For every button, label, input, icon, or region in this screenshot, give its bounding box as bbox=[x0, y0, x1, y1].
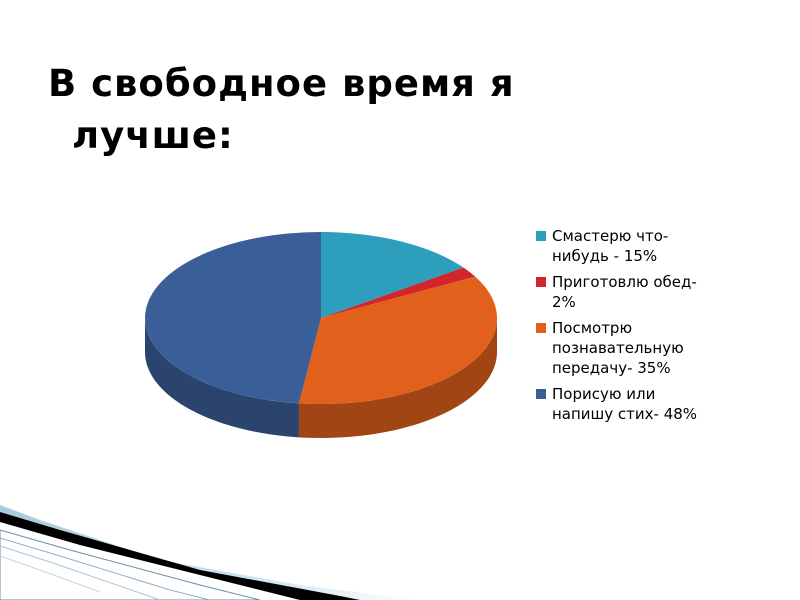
legend-label-craft-line1: Смастерю что- bbox=[552, 227, 669, 245]
legend-label-draw-line1: Порисую или bbox=[552, 385, 656, 403]
legend-label-cook-line1: Приготовлю обед- bbox=[552, 273, 697, 291]
legend-label-watch-line2: познавательную bbox=[552, 339, 684, 357]
legend-label-watch-line3: передачу- 35% bbox=[552, 359, 671, 377]
chart-legend: Смастерю что- нибудь - 15% Приготовлю об… bbox=[536, 226, 756, 430]
pie-slice-draw bbox=[145, 232, 321, 404]
pie-tops bbox=[145, 232, 497, 404]
legend-swatch-draw bbox=[536, 389, 546, 399]
legend-item-cook: Приготовлю обед- 2% bbox=[536, 272, 756, 312]
pie-sides bbox=[145, 318, 497, 438]
slide-title: В свободное время я лучше: bbox=[48, 58, 628, 162]
legend-swatch-craft bbox=[536, 231, 546, 241]
legend-item-draw: Порисую или напишу стих- 48% bbox=[536, 384, 756, 424]
pie-slice-watch bbox=[298, 276, 497, 404]
legend-label-craft-line2: нибудь - 15% bbox=[552, 247, 658, 265]
legend-item-watch: Посмотрю познавательную передачу- 35% bbox=[536, 318, 756, 378]
title-line-2: лучше: bbox=[72, 114, 234, 157]
legend-label-cook-line2: 2% bbox=[552, 293, 576, 311]
legend-swatch-watch bbox=[536, 323, 546, 333]
pie-slice-cook bbox=[321, 267, 476, 318]
legend-label-watch-line1: Посмотрю bbox=[552, 319, 633, 337]
legend-item-craft: Смастерю что- нибудь - 15% bbox=[536, 226, 756, 266]
title-line-1: В свободное время я bbox=[48, 62, 515, 105]
pie-slice-side-draw bbox=[145, 318, 299, 438]
pie-slice-side-watch bbox=[298, 318, 497, 438]
pie-slice-craft bbox=[321, 232, 464, 318]
legend-label-draw-line2: напишу стих- 48% bbox=[552, 405, 698, 423]
legend-swatch-cook bbox=[536, 277, 546, 287]
